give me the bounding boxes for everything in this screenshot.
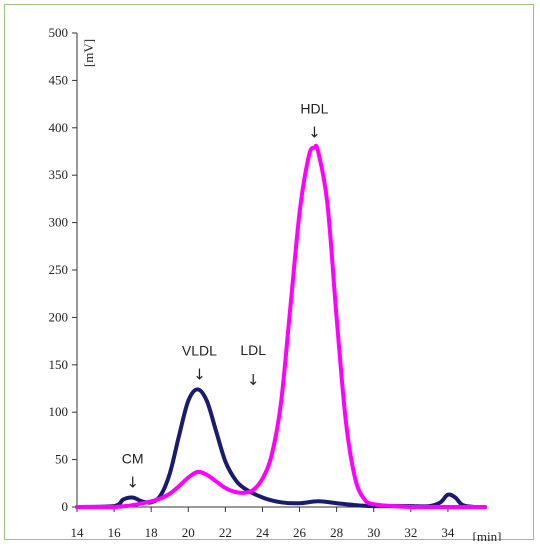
- y-tick-label: 450: [49, 72, 69, 87]
- x-tick-label: 20: [182, 525, 195, 540]
- y-tick-label: 0: [62, 499, 69, 514]
- peak-label: CM: [122, 451, 144, 467]
- x-tick-label: 16: [108, 525, 122, 540]
- x-tick-label: 34: [441, 525, 455, 540]
- series-line-2: [75, 143, 487, 509]
- y-tick-label: 150: [49, 357, 69, 372]
- y-tick-label: 300: [49, 215, 69, 230]
- y-axis-unit-label: [mV]: [81, 39, 96, 67]
- chart-frame: 0 50 100 150 200 250 300 350 400 450 500 14 16 18 20 22…: [4, 4, 534, 541]
- x-tick-label: 26: [293, 525, 307, 540]
- chromatogram-chart: 0 50 100 150 200 250 300 350 400 450 500 14 16 18 20 22…: [49, 25, 502, 541]
- y-tick-label: 100: [49, 404, 69, 419]
- x-tick-label: 18: [145, 525, 158, 540]
- peak-arrow: ↓: [308, 124, 321, 142]
- y-tick-label: 350: [49, 167, 69, 182]
- x-tick-label: 24: [256, 525, 270, 540]
- x-tick-label: 30: [367, 525, 380, 540]
- x-tick-label: 32: [404, 525, 417, 540]
- peak-label: HDL: [300, 101, 328, 117]
- peak-arrow: ↓: [247, 371, 260, 389]
- x-axis-unit-label: [min]: [473, 529, 502, 541]
- y-tick-label: 400: [49, 120, 69, 135]
- y-tick-label: 200: [49, 309, 69, 324]
- y-tick-label: 50: [55, 452, 68, 467]
- y-tick-label: 500: [49, 25, 69, 40]
- peak-arrow: ↓: [126, 474, 139, 492]
- y-tick-label: 250: [49, 262, 69, 277]
- peak-label: VLDL: [182, 342, 217, 358]
- peak-arrow: ↓: [193, 365, 206, 383]
- x-tick-label: 28: [330, 525, 343, 540]
- x-tick-label: 14: [71, 525, 85, 540]
- peak-label: LDL: [240, 342, 266, 358]
- x-tick-label: 22: [219, 525, 232, 540]
